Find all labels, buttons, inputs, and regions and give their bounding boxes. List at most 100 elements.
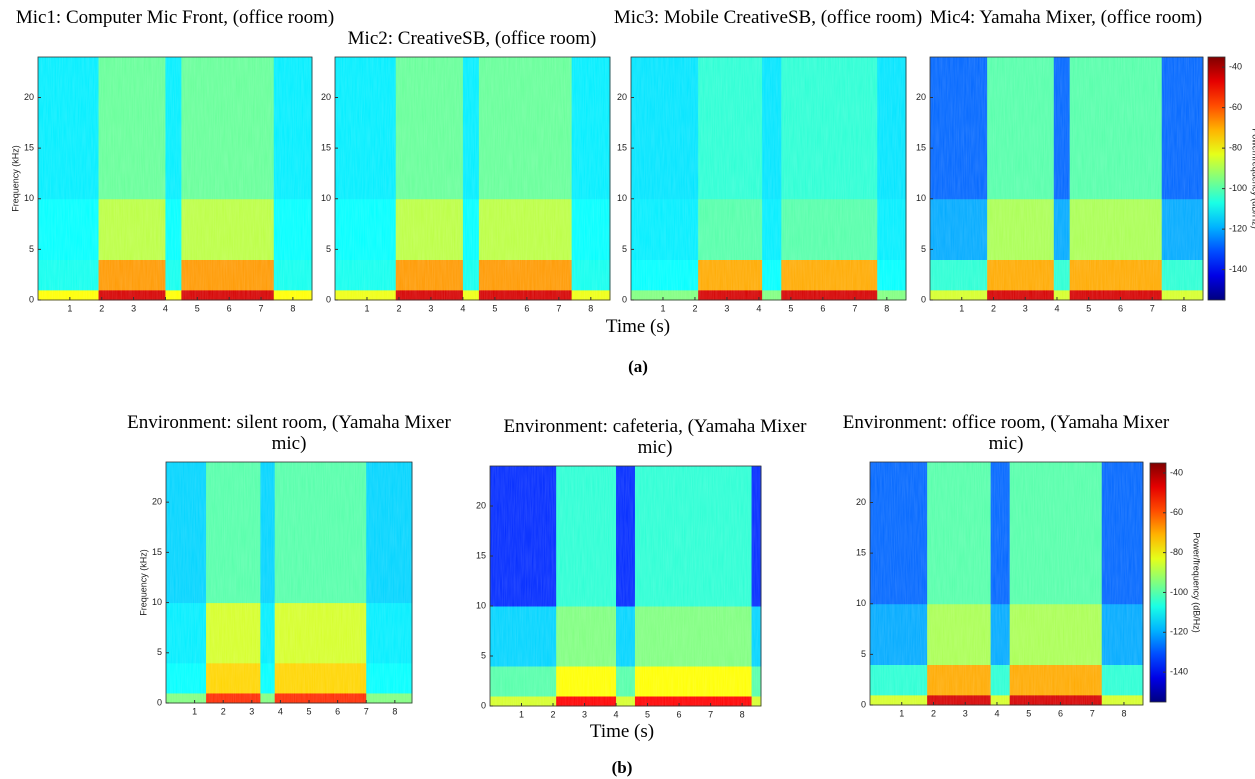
x-tick-label: 3 [1023,303,1028,313]
axes-frame [334,56,611,301]
colorbar-tick-label: -140 [1170,667,1188,677]
texture [930,57,1203,300]
x-tick-label: 4 [756,303,761,313]
x-tick-label: 6 [1058,708,1063,718]
panel-title: Mic1: Computer Mic Front, (office room) [15,7,335,28]
colorbar-tick-label: -40 [1170,467,1183,477]
y-tick-label: 15 [476,550,486,560]
x-tick-label: 3 [428,303,433,313]
panel-title: Mic3: Mobile CreativeSB, (office room) [613,7,923,28]
caption: (a) [628,357,648,376]
colorbar-tick-label: -100 [1229,183,1247,193]
colorbar-tick-label: -120 [1170,627,1188,637]
y-tick-label: 10 [24,193,34,203]
colorbar-tick-label: -80 [1229,143,1242,153]
x-tick-label: 1 [519,709,524,719]
y-tick-label: 10 [617,193,627,203]
x-tick-label: 2 [931,708,936,718]
x-tick-label: 7 [1090,708,1095,718]
x-tick-label: 6 [524,303,529,313]
x-tick-label: 6 [1118,303,1123,313]
x-tick-label: 5 [788,303,793,313]
x-tick-label: 7 [852,303,857,313]
axes-frame [489,465,762,707]
axes-frame [869,461,1144,706]
x-tick-label: 5 [307,706,312,716]
y-tick-label: 0 [861,699,866,709]
colorbar [1207,56,1226,301]
axes-frame [37,56,313,301]
axes-frame [165,461,413,704]
y-tick-label: 15 [916,143,926,153]
x-tick-label: 1 [959,303,964,313]
caption: (b) [611,758,633,777]
x-tick-label: 6 [227,303,232,313]
y-tick-label: 0 [157,697,162,707]
y-tick-label: 20 [916,92,926,102]
x-tick-label: 4 [163,303,168,313]
panel-title: Environment: cafeteria, (Yamaha Mixer mi… [503,416,807,458]
y-tick-label: 0 [481,700,486,710]
x-tick-label: 6 [820,303,825,313]
x-tick-label: 1 [67,303,72,313]
texture [870,462,1143,705]
y-tick-label: 20 [152,497,162,507]
colorbar-tick-label: -80 [1170,547,1183,557]
x-tick-label: 6 [335,706,340,716]
colorbar-tick-label: -140 [1229,264,1247,274]
texture [631,57,906,300]
y-tick-label: 15 [152,547,162,557]
colorbar-label: Power/frequency (dB/Hz) [1192,532,1202,633]
y-tick-label: 20 [856,497,866,507]
x-tick-label: 2 [99,303,104,313]
texture [166,462,412,703]
y-tick-label: 5 [481,650,486,660]
x-tick-label: 7 [259,303,264,313]
y-axis-label: Frequency (kHz) [10,145,20,212]
colorbar-tick-label: -100 [1170,587,1188,597]
panel-title: Environment: office room, (Yamaha Mixer … [842,412,1170,454]
x-tick-label: 2 [692,303,697,313]
x-tick-label: 5 [1086,303,1091,313]
x-axis-label: Time (s) [589,721,655,742]
colorbar-tick-label: -120 [1229,224,1247,234]
x-tick-label: 4 [1054,303,1059,313]
y-tick-label: 5 [29,244,34,254]
x-tick-label: 7 [1150,303,1155,313]
y-axis-label: Frequency (kHz) [138,549,148,616]
x-tick-label: 8 [290,303,295,313]
y-tick-label: 5 [326,244,331,254]
x-tick-label: 5 [645,709,650,719]
x-tick-label: 2 [991,303,996,313]
x-tick-label: 2 [221,706,226,716]
y-tick-label: 10 [856,598,866,608]
x-tick-label: 7 [556,303,561,313]
y-tick-label: 15 [856,548,866,558]
x-tick-label: 3 [963,708,968,718]
colorbar-tick-label: -60 [1170,507,1183,517]
y-tick-label: 20 [321,92,331,102]
x-tick-label: 4 [278,706,283,716]
x-tick-label: 3 [724,303,729,313]
x-tick-label: 8 [740,709,745,719]
y-tick-label: 15 [617,143,627,153]
x-tick-label: 8 [1121,708,1126,718]
x-tick-label: 2 [396,303,401,313]
x-tick-label: 5 [1026,708,1031,718]
x-tick-label: 4 [614,709,619,719]
colorbar-tick-label: -40 [1229,62,1242,72]
y-tick-label: 20 [476,500,486,510]
x-tick-label: 8 [392,706,397,716]
y-tick-label: 5 [921,244,926,254]
y-tick-label: 5 [157,647,162,657]
texture [490,466,761,706]
x-tick-label: 1 [364,303,369,313]
y-tick-label: 5 [622,244,627,254]
texture [335,57,610,300]
x-tick-label: 3 [131,303,136,313]
x-tick-label: 2 [551,709,556,719]
x-tick-label: 1 [660,303,665,313]
y-tick-label: 10 [476,600,486,610]
